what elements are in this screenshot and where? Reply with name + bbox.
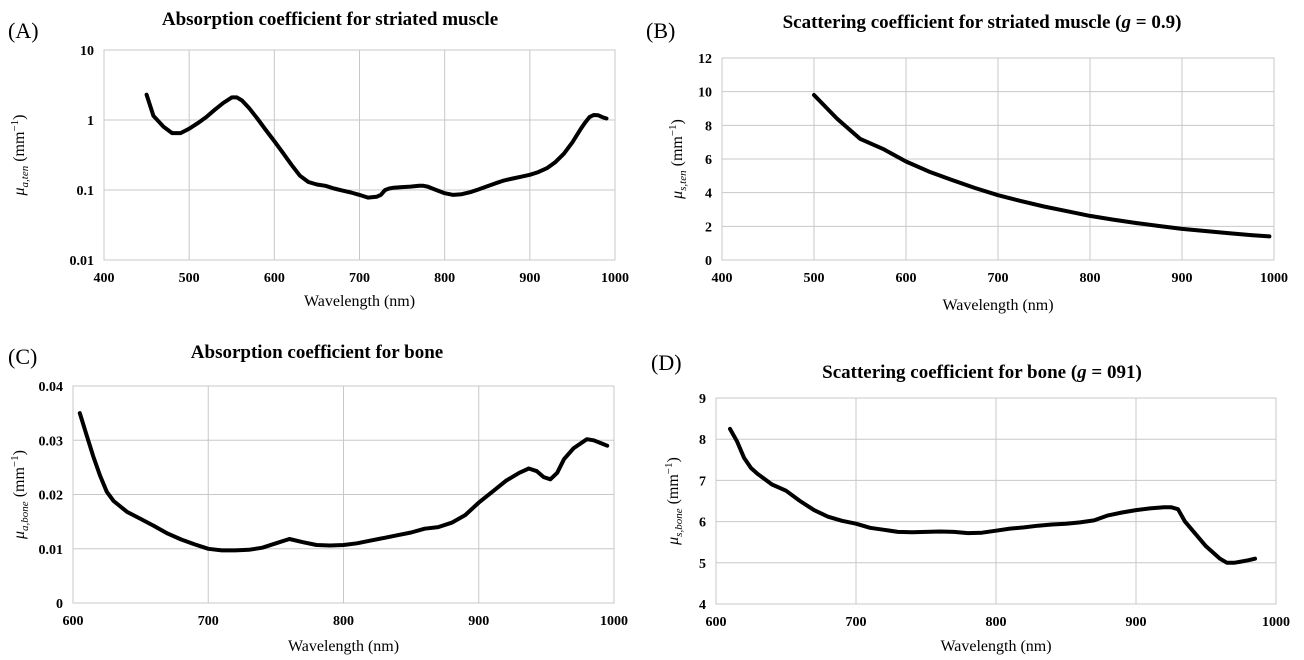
y-tick-label: 0.03	[39, 434, 64, 449]
y-tick-label: 0	[56, 597, 63, 612]
y-axis-label-c: μa,bone (mm−1)	[9, 450, 31, 540]
panel-label-c: (C)	[8, 344, 37, 369]
series-line-a	[144, 92, 609, 200]
x-axis-label-c: Wavelength (nm)	[288, 638, 399, 655]
y-tick-label: 9	[699, 392, 706, 407]
panel-b: (B) Scattering coefficient for striated m…	[646, 0, 1304, 330]
panel-a: (A) Absorption coefficient for striated m…	[0, 0, 652, 330]
x-tick-label: 800	[333, 614, 354, 629]
y-axis-label-d: μs,bone (mm−1)	[663, 457, 685, 546]
y-axis-label-b: μs,ten (mm−1)	[667, 119, 689, 200]
x-tick-label: 700	[349, 271, 370, 286]
plot-area	[72, 385, 615, 604]
series-line-d	[728, 426, 1257, 565]
chart-c: (C) Absorption coefficient for bone 600 700…	[8, 342, 628, 655]
x-tick-label: 900	[1172, 271, 1193, 286]
x-tick-label: 1000	[1260, 271, 1288, 286]
y-tick-label: 0.01	[39, 543, 64, 558]
x-tick-label: 400	[712, 271, 733, 286]
y-tick-label: 4	[699, 598, 706, 613]
x-tick-label: 900	[468, 614, 489, 629]
x-tick-label: 500	[179, 271, 200, 286]
x-tick-label: 500	[804, 271, 825, 286]
y-tick-label: 0.04	[39, 380, 64, 395]
y-tick-label: 10	[80, 44, 94, 59]
panel-d: (D) Scattering coefficient for bone (g = …	[651, 330, 1304, 660]
x-tick-label: 700	[988, 271, 1009, 286]
plot-area	[715, 397, 1277, 605]
y-tick-label: 1	[87, 114, 94, 129]
y-tick-label: 6	[699, 516, 706, 531]
x-tick-label: 1000	[1262, 615, 1290, 630]
y-tick-label: 6	[705, 153, 712, 168]
x-axis-label-a: Wavelength (nm)	[304, 293, 415, 310]
chart-b: (B) Scattering coefficient for striated m…	[646, 12, 1288, 314]
plot-area	[721, 57, 1275, 261]
x-tick-label: 900	[1126, 615, 1147, 630]
chart-title-c: Absorption coefficient for bone	[191, 342, 443, 363]
x-tick-label: 800	[1080, 271, 1101, 286]
y-tick-label: 10	[698, 86, 712, 101]
y-tick-label: 8	[699, 433, 706, 448]
y-tick-label: 4	[705, 187, 712, 202]
series-line-c	[77, 411, 610, 553]
chart-title-d: Scattering coefficient for bone (g = 091…	[822, 362, 1142, 383]
x-axis-label-d: Wavelength (nm)	[940, 638, 1051, 655]
y-tick-label: 0.02	[39, 489, 64, 504]
x-tick-label: 600	[706, 615, 727, 630]
x-tick-label: 700	[846, 615, 867, 630]
x-tick-label: 600	[63, 614, 84, 629]
y-tick-label: 7	[699, 474, 706, 489]
y-axis-label-a: μa,ten (mm−1)	[9, 115, 31, 197]
panel-label-d: (D)	[651, 350, 682, 375]
chart-title-b: Scattering coefficient for striated musc…	[783, 12, 1182, 33]
y-tick-label: 2	[705, 220, 712, 235]
x-tick-label: 1000	[601, 271, 629, 286]
x-axis-label-b: Wavelength (nm)	[942, 297, 1053, 314]
x-tick-label: 600	[264, 271, 285, 286]
y-tick-label: 8	[705, 119, 712, 134]
x-tick-label: 700	[198, 614, 219, 629]
x-tick-label: 400	[94, 271, 115, 286]
chart-d: (D) Scattering coefficient for bone (g = …	[651, 350, 1290, 655]
panel-label-b: (B)	[646, 18, 675, 43]
x-tick-label: 800	[986, 615, 1007, 630]
x-tick-label: 1000	[600, 614, 628, 629]
y-tick-label: 12	[698, 52, 712, 67]
x-tick-label: 800	[434, 271, 455, 286]
y-tick-label: 5	[699, 557, 706, 572]
y-tick-label: 0.01	[70, 254, 95, 269]
y-tick-label: 0.1	[77, 184, 95, 199]
series-line-b	[812, 93, 1272, 239]
plot-area	[103, 49, 616, 261]
x-tick-label: 900	[519, 271, 540, 286]
panel-c: (C) Absorption coefficient for bone 600 700…	[0, 330, 652, 660]
chart-a: (A) Absorption coefficient for striated m…	[8, 9, 629, 310]
y-tick-label: 0	[705, 254, 712, 269]
x-tick-label: 600	[896, 271, 917, 286]
panel-label-a: (A)	[8, 18, 39, 43]
chart-title-a: Absorption coefficient for striated musc…	[162, 9, 498, 30]
